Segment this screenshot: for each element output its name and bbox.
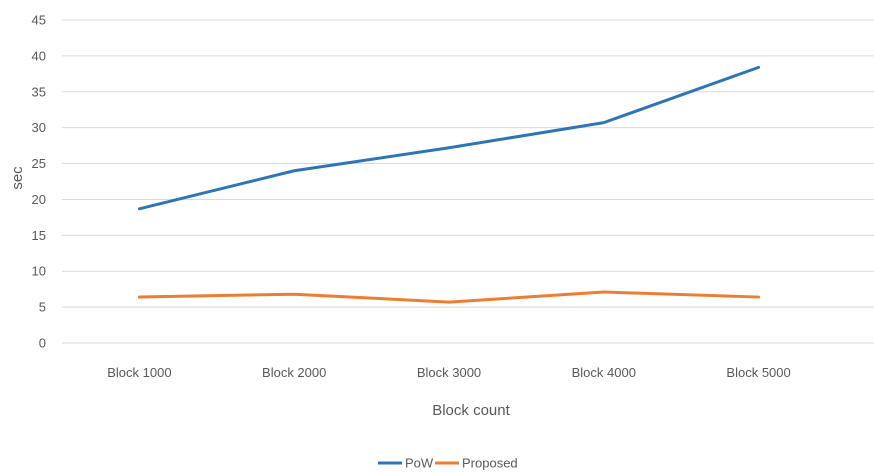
series-line-proposed xyxy=(137,290,761,304)
series-line-pow xyxy=(137,65,761,211)
x-axis-ticks: Block 1000 Block 2000 Block 3000 Block 4000… xyxy=(107,365,791,380)
y-axis-title: sec xyxy=(9,166,26,190)
x-axis-title: Block count xyxy=(432,402,510,419)
y-tick-label: 30 xyxy=(32,120,46,135)
x-tick-label: Block 2000 xyxy=(262,365,326,380)
y-tick-label: 25 xyxy=(32,156,46,171)
y-tick-label: 10 xyxy=(32,264,46,279)
y-tick-label: 45 xyxy=(32,13,46,28)
y-tick-label: 0 xyxy=(39,336,46,351)
legend: PoW Proposed xyxy=(378,456,518,471)
y-tick-label: 5 xyxy=(39,300,46,315)
y-tick-label: 35 xyxy=(32,84,46,99)
x-tick-label: Block 1000 xyxy=(107,365,171,380)
series-lines xyxy=(137,65,761,304)
y-tick-label: 15 xyxy=(32,228,46,243)
gridlines xyxy=(62,19,874,344)
x-tick-label: Block 5000 xyxy=(726,365,790,380)
x-tick-label: Block 3000 xyxy=(417,365,481,380)
y-tick-label: 20 xyxy=(32,192,46,207)
legend-label-pow: PoW xyxy=(405,456,434,471)
y-axis-ticks: 0 5 10 15 20 25 30 35 40 45 xyxy=(32,13,46,351)
legend-label-proposed: Proposed xyxy=(462,456,518,471)
x-tick-label: Block 4000 xyxy=(572,365,636,380)
y-tick-label: 40 xyxy=(32,48,46,63)
